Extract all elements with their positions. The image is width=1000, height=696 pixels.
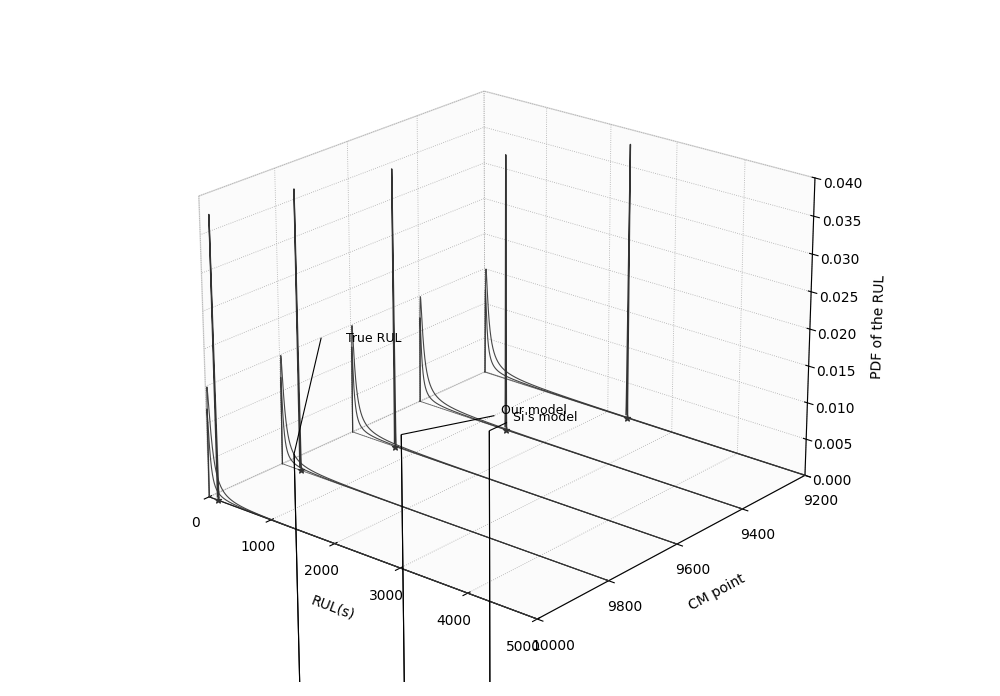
X-axis label: RUL(s): RUL(s) (310, 593, 357, 622)
Y-axis label: CM point: CM point (686, 572, 747, 613)
